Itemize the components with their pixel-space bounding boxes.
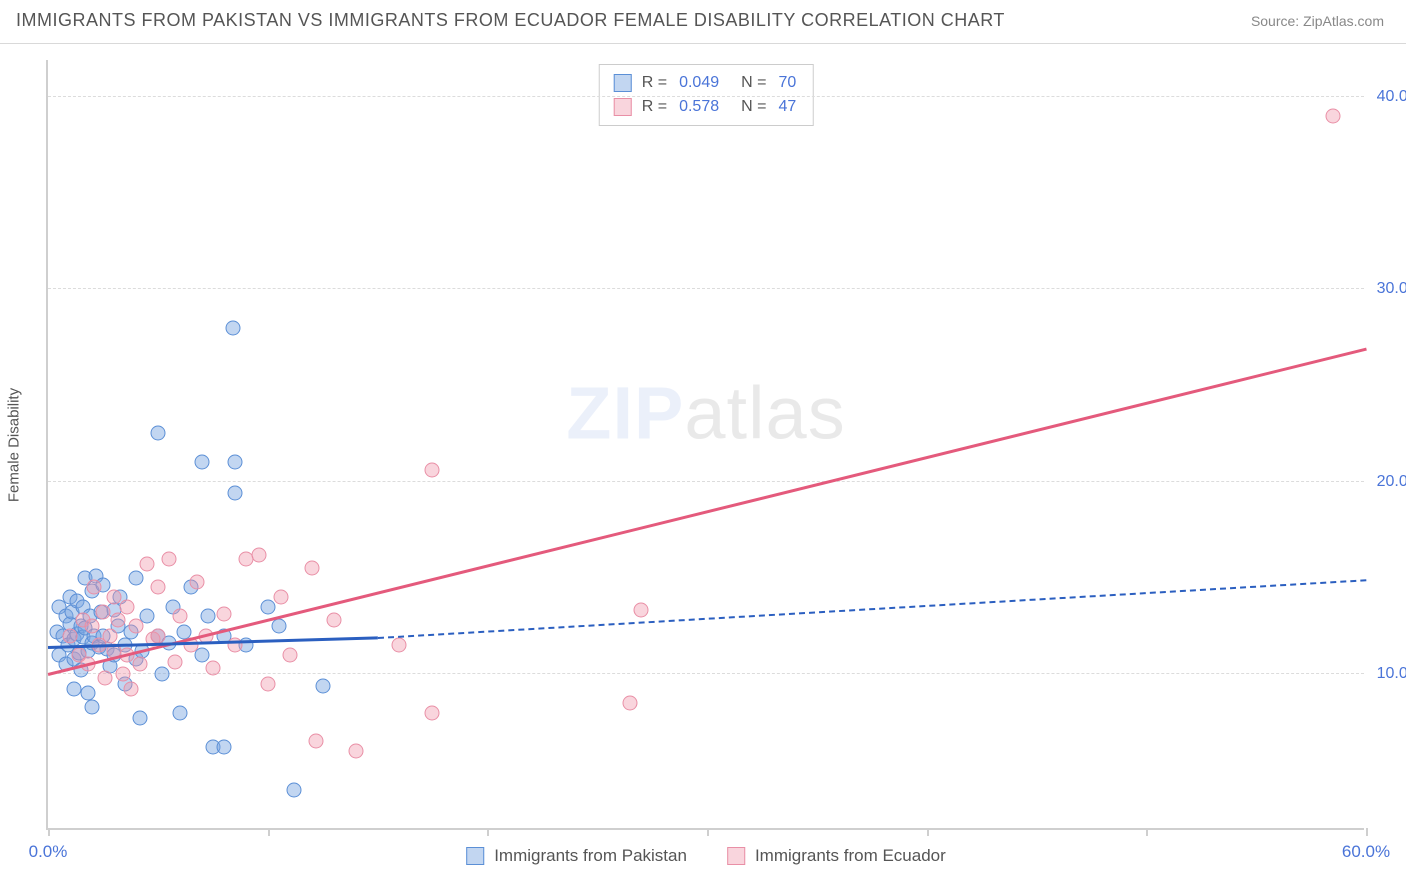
scatter-point-series2 <box>308 734 323 749</box>
scatter-point-series1 <box>216 740 231 755</box>
legend-stats-row: R = 0.578 N = 47 <box>614 95 799 119</box>
chart-header: IMMIGRANTS FROM PAKISTAN VS IMMIGRANTS F… <box>0 0 1406 44</box>
scatter-point-series2 <box>205 661 220 676</box>
legend-item: Immigrants from Pakistan <box>466 846 687 866</box>
legend-stats-row: R = 0.049 N = 70 <box>614 71 799 95</box>
x-tick <box>487 828 489 836</box>
y-tick-label: 30.0% <box>1377 280 1406 298</box>
gridline-horizontal <box>48 96 1364 97</box>
scatter-point-series2 <box>98 670 113 685</box>
scatter-point-series1 <box>287 782 302 797</box>
scatter-point-series2 <box>425 705 440 720</box>
scatter-point-series1 <box>227 455 242 470</box>
scatter-point-series1 <box>260 599 275 614</box>
r-value-2: 0.578 <box>679 95 719 119</box>
scatter-point-series2 <box>172 609 187 624</box>
chart-source: Source: ZipAtlas.com <box>1251 13 1384 29</box>
scatter-point-series2 <box>124 682 139 697</box>
legend-item: Immigrants from Ecuador <box>727 846 946 866</box>
watermark-prefix: ZIP <box>566 372 684 455</box>
legend-swatch-series1 <box>614 74 632 92</box>
scatter-point-series2 <box>106 590 121 605</box>
scatter-point-series2 <box>273 590 288 605</box>
scatter-point-series1 <box>194 455 209 470</box>
scatter-point-series2 <box>251 547 266 562</box>
scatter-point-series2 <box>84 618 99 633</box>
gridline-horizontal <box>48 288 1364 289</box>
x-tick <box>1146 828 1148 836</box>
scatter-point-series2 <box>348 744 363 759</box>
scatter-point-series2 <box>111 613 126 628</box>
scatter-point-series1 <box>315 678 330 693</box>
scatter-point-series2 <box>304 561 319 576</box>
scatter-point-series2 <box>139 557 154 572</box>
scatter-point-series2 <box>260 676 275 691</box>
y-tick-label: 10.0% <box>1377 665 1406 683</box>
scatter-point-series1 <box>150 426 165 441</box>
scatter-point-series1 <box>155 667 170 682</box>
scatter-point-series2 <box>216 607 231 622</box>
scatter-point-series1 <box>227 486 242 501</box>
scatter-point-series2 <box>115 667 130 682</box>
scatter-point-series1 <box>271 618 286 633</box>
y-tick-label: 20.0% <box>1377 473 1406 491</box>
scatter-point-series2 <box>87 580 102 595</box>
legend-label-1: Immigrants from Pakistan <box>494 846 687 866</box>
x-tick <box>707 828 709 836</box>
trend-line-series1-dashed <box>377 580 1366 640</box>
scatter-point-series2 <box>1326 108 1341 123</box>
scatter-point-series2 <box>161 551 176 566</box>
scatter-point-series1 <box>172 705 187 720</box>
scatter-point-series2 <box>634 603 649 618</box>
chart-area: Female Disability ZIPatlas R = 0.049 N =… <box>46 60 1364 830</box>
chart-title: IMMIGRANTS FROM PAKISTAN VS IMMIGRANTS F… <box>16 10 1005 31</box>
legend-swatch-series2 <box>727 847 745 865</box>
scatter-point-series2 <box>133 657 148 672</box>
n-label: N = <box>741 71 766 95</box>
x-tick-label: 60.0% <box>1342 842 1390 862</box>
scatter-point-series1 <box>225 320 240 335</box>
legend-series: Immigrants from Pakistan Immigrants from… <box>466 846 946 866</box>
scatter-point-series1 <box>128 570 143 585</box>
n-label: N = <box>741 95 766 119</box>
scatter-point-series2 <box>150 580 165 595</box>
legend-swatch-series1 <box>466 847 484 865</box>
watermark: ZIPatlas <box>566 371 845 456</box>
scatter-point-series2 <box>168 655 183 670</box>
x-tick <box>48 828 50 836</box>
gridline-horizontal <box>48 481 1364 482</box>
scatter-point-series2 <box>95 605 110 620</box>
scatter-point-series1 <box>133 711 148 726</box>
legend-swatch-series2 <box>614 98 632 116</box>
legend-label-2: Immigrants from Ecuador <box>755 846 946 866</box>
watermark-suffix: atlas <box>684 372 845 455</box>
scatter-point-series2 <box>62 628 77 643</box>
gridline-horizontal <box>48 673 1364 674</box>
scatter-point-series2 <box>150 628 165 643</box>
plot-region: ZIPatlas R = 0.049 N = 70 R = 0.578 N = … <box>46 60 1364 830</box>
y-axis-label: Female Disability <box>6 388 23 502</box>
scatter-point-series1 <box>84 699 99 714</box>
n-value-2: 47 <box>778 95 796 119</box>
x-tick <box>1366 828 1368 836</box>
r-value-1: 0.049 <box>679 71 719 95</box>
scatter-point-series2 <box>102 628 117 643</box>
y-tick-label: 40.0% <box>1377 88 1406 106</box>
x-tick <box>268 828 270 836</box>
r-label: R = <box>642 71 667 95</box>
scatter-point-series2 <box>326 613 341 628</box>
scatter-point-series2 <box>120 599 135 614</box>
scatter-point-series2 <box>128 618 143 633</box>
scatter-point-series2 <box>282 647 297 662</box>
scatter-point-series2 <box>425 462 440 477</box>
n-value-1: 70 <box>778 71 796 95</box>
trend-line-series2 <box>48 348 1367 676</box>
r-label: R = <box>642 95 667 119</box>
scatter-point-series2 <box>190 574 205 589</box>
scatter-point-series1 <box>201 609 216 624</box>
scatter-point-series2 <box>623 695 638 710</box>
x-tick-label: 0.0% <box>29 842 68 862</box>
scatter-point-series2 <box>392 638 407 653</box>
x-tick <box>927 828 929 836</box>
